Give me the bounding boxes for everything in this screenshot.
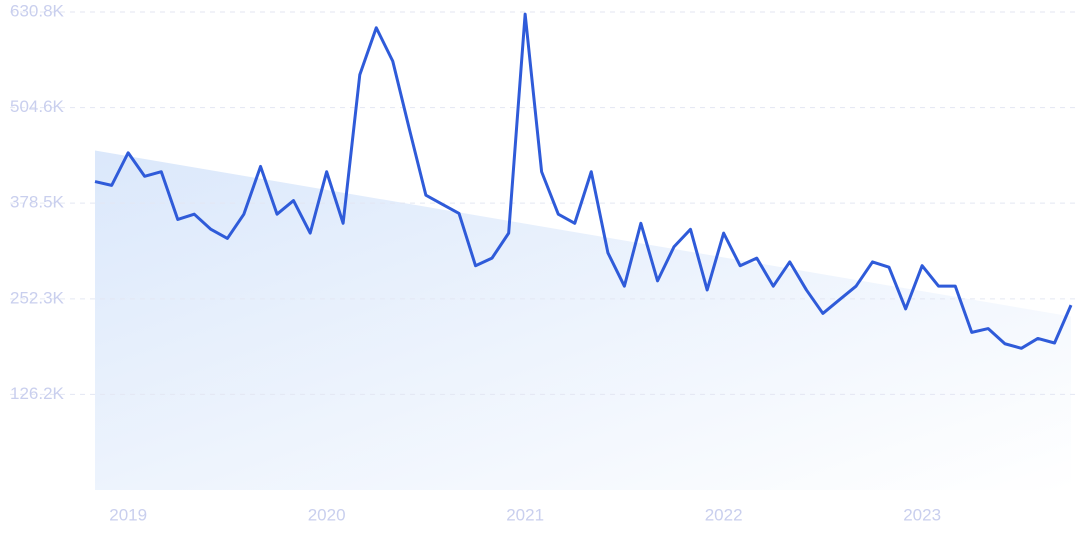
trend-area xyxy=(95,150,1071,491)
x-tick-label: 2021 xyxy=(506,505,544,524)
y-tick-label: 252.3K xyxy=(10,288,65,307)
y-tick-label: 126.2K xyxy=(10,384,65,403)
line xyxy=(94,12,1073,350)
y-tick-label: 630.8K xyxy=(10,1,65,20)
y-tick-label: 504.6K xyxy=(10,97,65,116)
x-tick-label: 2023 xyxy=(903,505,941,524)
x-tick-label: 2020 xyxy=(308,505,346,524)
x-tick-label: 2019 xyxy=(109,505,147,524)
y-tick-label: 378.5K xyxy=(10,193,65,212)
x-tick-label: 2022 xyxy=(705,505,743,524)
